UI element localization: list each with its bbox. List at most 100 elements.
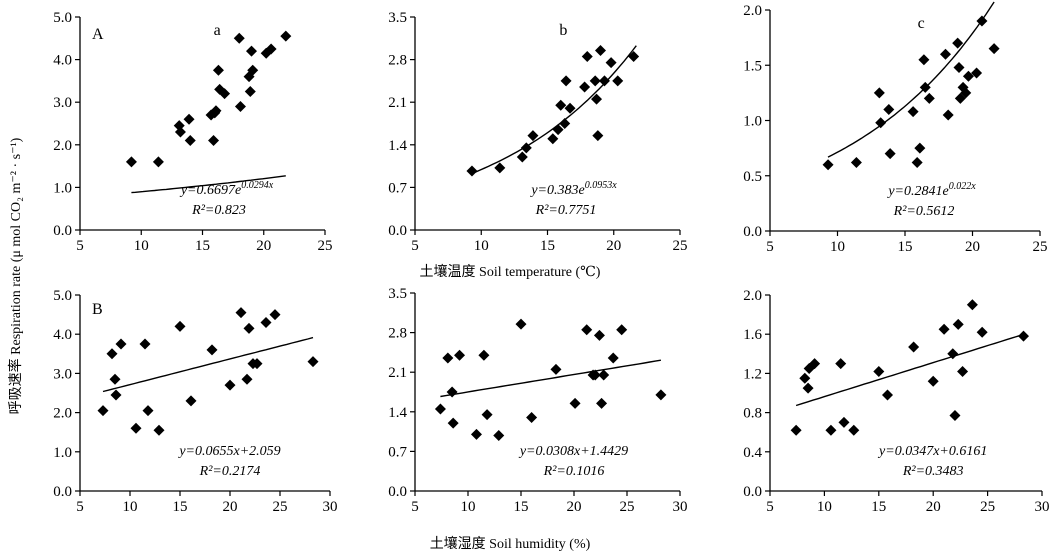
data-point bbox=[873, 87, 885, 99]
data-point bbox=[246, 45, 257, 57]
data-point bbox=[235, 307, 247, 319]
fit-line bbox=[102, 336, 314, 393]
data-point bbox=[607, 352, 619, 364]
x-tick-label: 10 bbox=[134, 238, 149, 254]
y-tick-label: 0.0 bbox=[388, 484, 407, 500]
y-tick-label: 0.0 bbox=[743, 224, 762, 240]
data-point bbox=[988, 43, 1000, 55]
data-point bbox=[591, 93, 603, 105]
data-point bbox=[564, 102, 576, 114]
y-tick-label: 1.4 bbox=[388, 405, 407, 421]
data-point bbox=[923, 92, 935, 104]
x-tick-label: 5 bbox=[76, 499, 84, 515]
x-tick-label: 20 bbox=[926, 499, 941, 515]
y-tick-label: 2.1 bbox=[388, 95, 407, 111]
data-point bbox=[212, 64, 224, 76]
y-tick-label: 3.5 bbox=[388, 10, 407, 26]
panel-1: 5 10 15 20 25 0.0 0.7 1.4 2.1 2.8 3.5 b y=0.383e0.09… bbox=[388, 10, 687, 254]
data-point bbox=[520, 142, 532, 154]
panel-3: 5 10 15 20 25 30 0.0 1.0 2.0 3.0 4.0 5.0 y=0.0655x+2… bbox=[53, 288, 337, 515]
x-tick-label: 5 bbox=[766, 239, 774, 255]
data-point bbox=[953, 61, 965, 73]
data-point bbox=[185, 395, 197, 407]
data-point bbox=[957, 365, 969, 377]
y-tick-label: 0.0 bbox=[53, 484, 72, 500]
y-tick-label: 4.0 bbox=[53, 327, 72, 343]
x-tick-label: 30 bbox=[323, 499, 338, 515]
data-point bbox=[581, 51, 593, 63]
data-point bbox=[569, 397, 581, 409]
data-point bbox=[942, 109, 954, 121]
data-point bbox=[911, 156, 923, 168]
data-point bbox=[596, 397, 608, 409]
data-point bbox=[873, 365, 885, 377]
y-tick-label: 1.4 bbox=[388, 138, 407, 154]
data-point bbox=[550, 363, 562, 375]
data-point bbox=[243, 322, 255, 334]
data-point bbox=[494, 162, 506, 174]
fit-line bbox=[471, 45, 637, 175]
fit-line bbox=[440, 359, 662, 398]
data-point bbox=[307, 356, 319, 368]
data-point bbox=[139, 338, 151, 350]
data-point bbox=[442, 352, 454, 364]
y-tick-label: 2.8 bbox=[388, 326, 407, 342]
data-point bbox=[882, 389, 894, 401]
fit-equation: y=0.6697e0.0294x bbox=[179, 180, 274, 198]
data-point bbox=[940, 48, 951, 60]
r-squared: R²=0.823 bbox=[191, 203, 246, 218]
y-tick-label: 5.0 bbox=[53, 288, 72, 304]
x-axis-title-humidity: 土壤湿度 Soil humidity (%) bbox=[430, 535, 591, 552]
x-tick-label: 5 bbox=[76, 238, 84, 254]
r-squared: R²=0.5612 bbox=[893, 204, 955, 219]
data-point bbox=[470, 428, 482, 440]
data-point bbox=[655, 389, 667, 401]
data-point bbox=[581, 324, 593, 336]
x-tick-label: 25 bbox=[1033, 239, 1048, 255]
data-point bbox=[208, 135, 220, 147]
x-tick-label: 10 bbox=[461, 499, 476, 515]
data-point bbox=[971, 67, 983, 79]
data-point bbox=[97, 405, 109, 417]
x-tick-label: 5 bbox=[411, 499, 419, 515]
y-tick-label: 0.0 bbox=[388, 223, 407, 239]
data-point bbox=[598, 369, 610, 381]
x-tick-label: 20 bbox=[223, 499, 238, 515]
data-point bbox=[130, 422, 142, 434]
data-point bbox=[224, 379, 236, 391]
data-point bbox=[616, 324, 628, 336]
data-point bbox=[918, 54, 930, 66]
data-point bbox=[883, 103, 895, 115]
data-point bbox=[527, 130, 539, 142]
data-point bbox=[125, 156, 137, 168]
data-point bbox=[848, 424, 860, 436]
fit-equation: y=0.0308x+1.4429 bbox=[518, 444, 628, 459]
data-point bbox=[809, 358, 821, 370]
data-point bbox=[966, 299, 978, 311]
data-point bbox=[184, 135, 196, 147]
data-point bbox=[579, 81, 591, 93]
x-tick-label: 5 bbox=[766, 499, 774, 515]
y-tick-label: 0.0 bbox=[743, 484, 762, 500]
data-point bbox=[907, 106, 919, 118]
data-point bbox=[454, 349, 466, 361]
r-squared: R²=0.1016 bbox=[543, 464, 605, 479]
data-point bbox=[152, 156, 164, 168]
y-axis-title: 呼吸速率 Respiration rate (μ mol CO₂ m⁻² · s… bbox=[7, 137, 24, 414]
data-point bbox=[516, 151, 528, 163]
data-point bbox=[446, 386, 458, 398]
data-point bbox=[174, 126, 186, 138]
data-point bbox=[938, 323, 950, 335]
fit-equation: y=0.0347x+0.6161 bbox=[877, 444, 987, 459]
data-point bbox=[799, 372, 811, 384]
data-point bbox=[838, 416, 850, 428]
data-point bbox=[210, 105, 222, 117]
data-point bbox=[183, 113, 195, 125]
data-point bbox=[595, 44, 606, 56]
data-point bbox=[265, 43, 277, 55]
panel-5: 5 10 15 20 25 30 0.0 0.4 0.8 1.2 1.6 2.0 y=0.0347x+0… bbox=[743, 288, 1049, 515]
panel-0: 5 10 15 20 25 0.0 1.0 2.0 3.0 4.0 5.0 a y=0.6697e0.0… bbox=[53, 10, 332, 254]
y-tick-label: 2.0 bbox=[53, 406, 72, 422]
data-point bbox=[555, 99, 567, 111]
fit-line bbox=[795, 333, 1024, 407]
